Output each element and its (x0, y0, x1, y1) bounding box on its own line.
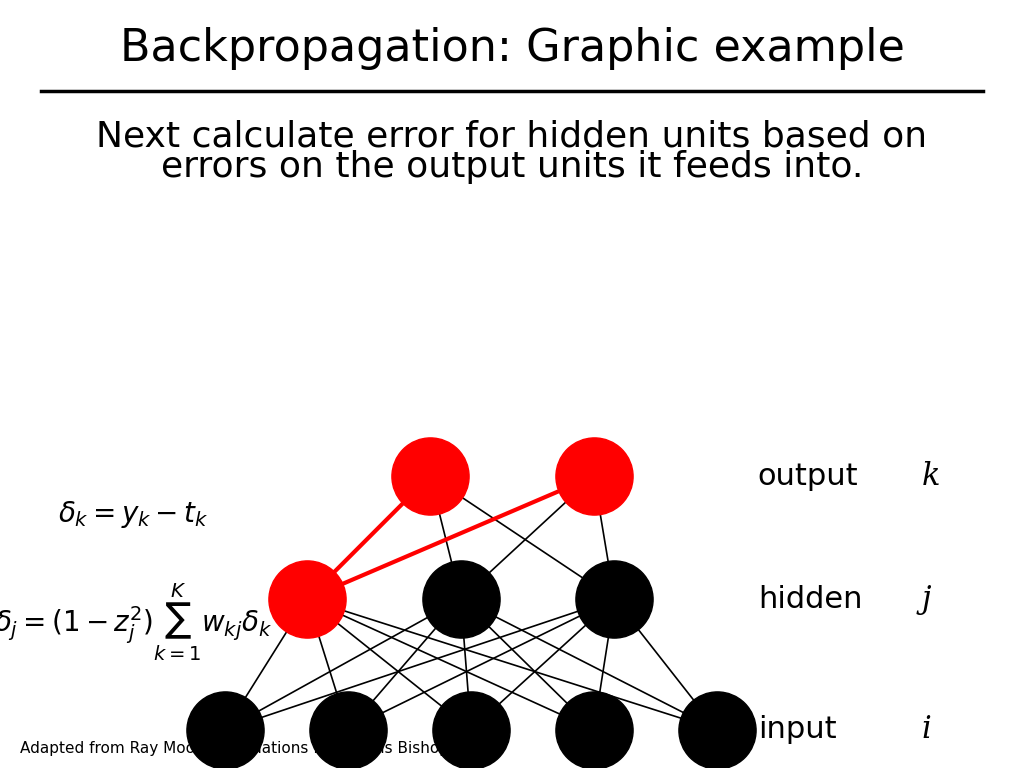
Point (463, 723, 479, 736)
Text: errors on the output units it feeds into.: errors on the output units it feeds into… (161, 150, 863, 184)
Text: Adapted from Ray Mooney, equations from Chris Bishop: Adapted from Ray Mooney, equations from … (20, 741, 450, 756)
Point (586, 723, 602, 736)
Point (606, 593, 623, 605)
Point (586, 470, 602, 482)
Text: input: input (758, 715, 837, 744)
Text: $\delta_j = (1 - z_j^2)\sum_{k=1}^{K} w_{kj}\delta_k$: $\delta_j = (1 - z_j^2)\sum_{k=1}^{K} w_… (0, 581, 272, 663)
Point (422, 470, 438, 482)
Text: Next calculate error for hidden units based on: Next calculate error for hidden units ba… (96, 119, 928, 153)
Text: Backpropagation: Graphic example: Backpropagation: Graphic example (120, 27, 904, 70)
Point (299, 593, 315, 605)
Point (217, 723, 233, 736)
Text: hidden: hidden (758, 584, 862, 614)
Point (340, 723, 356, 736)
Text: k: k (922, 461, 940, 492)
Text: i: i (922, 714, 932, 745)
Point (709, 723, 725, 736)
Text: $\delta_k = y_k - t_k$: $\delta_k = y_k - t_k$ (58, 499, 208, 530)
Point (453, 593, 469, 605)
Text: j: j (922, 584, 931, 614)
Text: output: output (758, 462, 858, 491)
